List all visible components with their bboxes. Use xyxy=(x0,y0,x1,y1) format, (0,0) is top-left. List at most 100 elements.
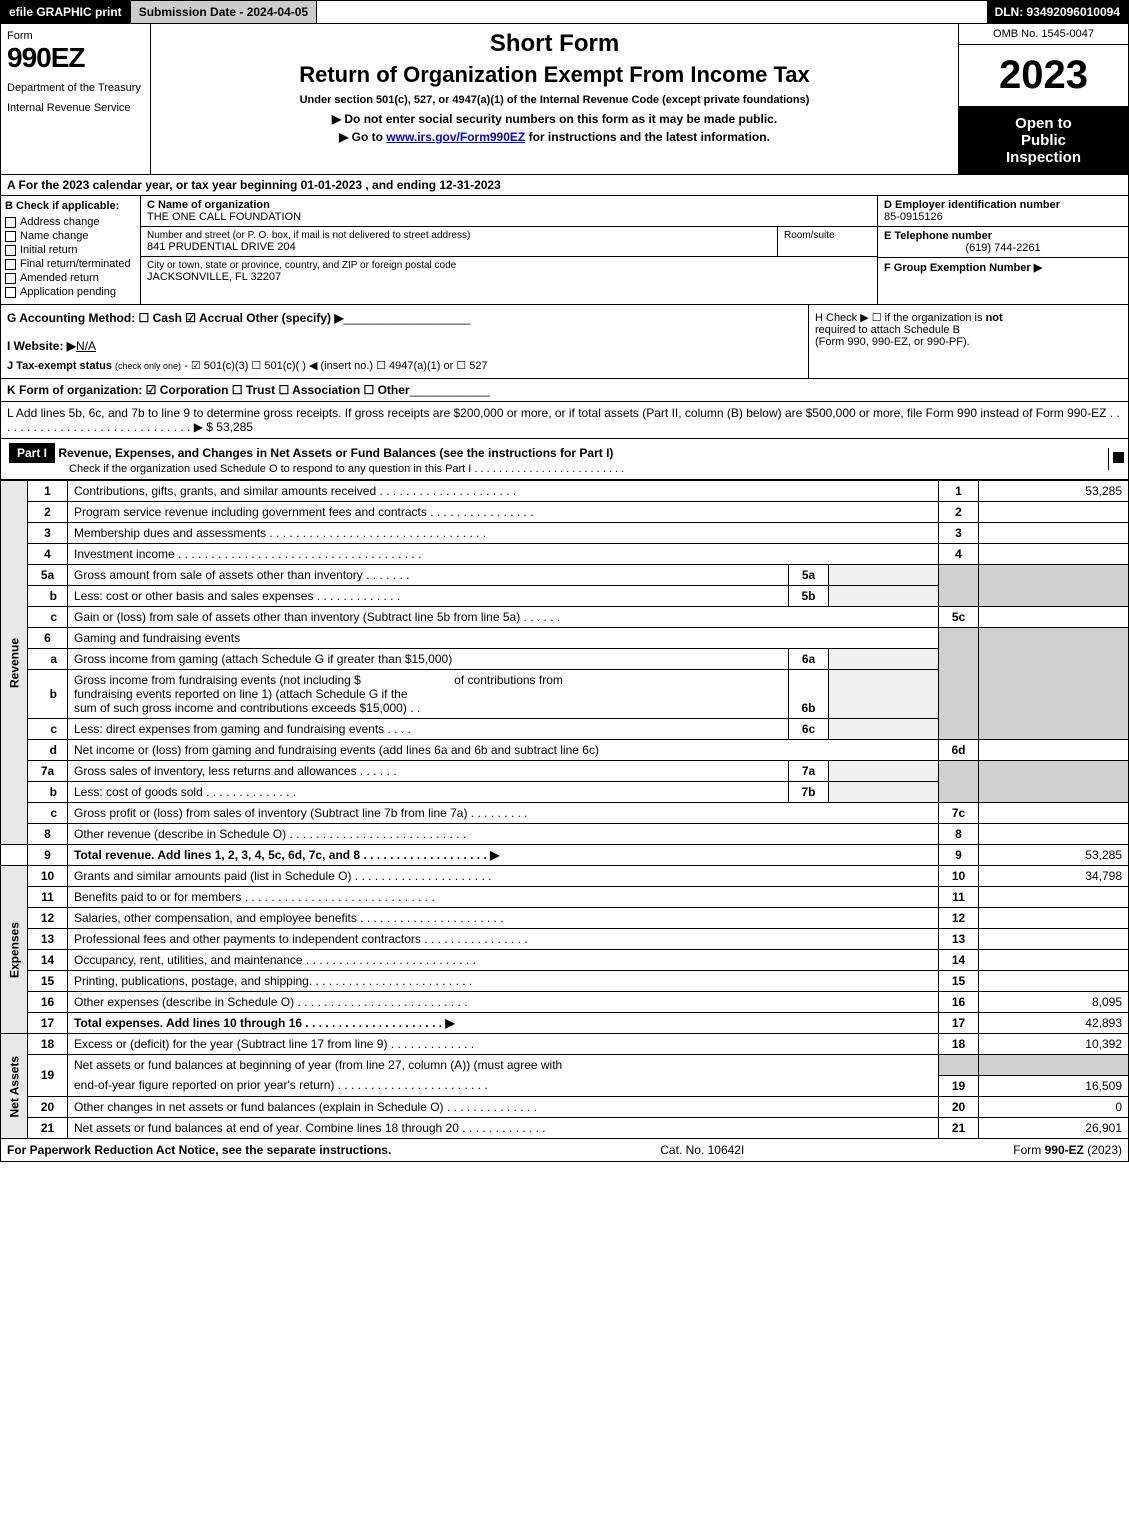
value xyxy=(979,971,1129,992)
section-b: B Check if applicable: Address change Na… xyxy=(1,196,141,304)
line-desc: Investment income . . . . . . . . . . . … xyxy=(68,544,939,565)
line-num: 1 xyxy=(28,481,68,502)
line-desc: Benefits paid to or for members . . . . … xyxy=(68,887,939,908)
ref: 18 xyxy=(939,1034,979,1055)
part-i-header-row: Part I Revenue, Expenses, and Changes in… xyxy=(0,439,1129,480)
table-row: d Net income or (loss) from gaming and f… xyxy=(1,740,1129,761)
line-num: 19 xyxy=(28,1055,68,1097)
ein-label: D Employer identification number xyxy=(884,199,1122,211)
table-row: 8 Other revenue (describe in Schedule O)… xyxy=(1,824,1129,845)
org-address-row: Number and street (or P. O. box, if mail… xyxy=(141,227,877,257)
line-desc: Occupancy, rent, utilities, and maintena… xyxy=(68,950,939,971)
open-line3: Inspection xyxy=(963,149,1124,166)
line-desc: Gross income from fundraising events (no… xyxy=(68,670,789,719)
line-desc: Grants and similar amounts paid (list in… xyxy=(68,866,939,887)
line-num: b xyxy=(28,782,68,803)
ref: 1 xyxy=(939,481,979,502)
website-value: N/A xyxy=(76,339,96,353)
dept-irs: Internal Revenue Service xyxy=(7,102,144,114)
top-bar: efile GRAPHIC print Submission Date - 20… xyxy=(0,0,1129,24)
section-g: G Accounting Method: ☐ Cash ☑ Accrual Ot… xyxy=(1,305,808,378)
underline: ____________ xyxy=(410,383,490,397)
line-num: 8 xyxy=(28,824,68,845)
return-title: Return of Organization Exempt From Incom… xyxy=(161,62,948,88)
dln: DLN: 93492096010094 xyxy=(987,1,1128,23)
value: 8,095 xyxy=(979,992,1129,1013)
line-num: 16 xyxy=(28,992,68,1013)
room-label: Room/suite xyxy=(784,230,877,241)
sub-value xyxy=(829,719,939,740)
line-num: 10 xyxy=(28,866,68,887)
ref: 11 xyxy=(939,887,979,908)
city-value: JACKSONVILLE, FL 32207 xyxy=(147,271,871,283)
line-num: 13 xyxy=(28,929,68,950)
chk-final-return: Final return/terminated xyxy=(5,258,136,270)
sub-value xyxy=(829,565,939,586)
checkbox-icon[interactable] xyxy=(5,217,16,228)
value xyxy=(979,908,1129,929)
ref: 21 xyxy=(939,1117,979,1138)
form-number: 990EZ xyxy=(7,42,144,74)
checkbox-icon[interactable] xyxy=(5,273,16,284)
line-desc: Gain or (loss) from sale of assets other… xyxy=(68,607,939,628)
gray-cell xyxy=(939,628,979,740)
ref: 6d xyxy=(939,740,979,761)
ref: 7c xyxy=(939,803,979,824)
line-desc: Other revenue (describe in Schedule O) .… xyxy=(68,824,939,845)
line-num: 2 xyxy=(28,502,68,523)
line-num: a xyxy=(28,649,68,670)
line-num: 20 xyxy=(28,1096,68,1117)
page-footer: For Paperwork Reduction Act Notice, see … xyxy=(0,1139,1129,1162)
efile-print[interactable]: efile GRAPHIC print xyxy=(1,1,131,23)
tax-exempt-opts: - ☑ 501(c)(3) ☐ 501(c)( ) ◀ (insert no.)… xyxy=(181,360,488,372)
line-desc: Gross sales of inventory, less returns a… xyxy=(68,761,789,782)
line-num: 11 xyxy=(28,887,68,908)
line-num: 18 xyxy=(28,1034,68,1055)
row-a-tax-year: A For the 2023 calendar year, or tax yea… xyxy=(0,175,1129,196)
phone-row: E Telephone number (619) 744-2261 xyxy=(878,227,1128,258)
line-desc: Net assets or fund balances at end of ye… xyxy=(68,1117,939,1138)
checkbox-icon[interactable] xyxy=(5,259,16,270)
table-row: 11 Benefits paid to or for members . . .… xyxy=(1,887,1129,908)
desc-pre: Gross income from fundraising events (no… xyxy=(74,673,361,687)
ref: 3 xyxy=(939,523,979,544)
checkbox-icon[interactable] xyxy=(5,231,16,242)
line-desc: Excess or (deficit) for the year (Subtra… xyxy=(68,1034,939,1055)
ssn-warning: ▶ Do not enter social security numbers o… xyxy=(161,112,948,126)
checkbox-icon[interactable] xyxy=(5,287,16,298)
sub-ref: 6a xyxy=(789,649,829,670)
sub-value xyxy=(829,649,939,670)
value xyxy=(979,607,1129,628)
h-not: not xyxy=(986,312,1003,324)
ref: 4 xyxy=(939,544,979,565)
open-line1: Open to xyxy=(963,115,1124,132)
line-desc: Other changes in net assets or fund bala… xyxy=(68,1096,939,1117)
chk-address-change: Address change xyxy=(5,216,136,228)
sub-value xyxy=(829,761,939,782)
line-desc: Total expenses. Add lines 10 through 16 … xyxy=(68,1013,939,1034)
gray-cell xyxy=(939,761,979,803)
underline: ___________________ xyxy=(344,311,471,325)
table-row: c Gain or (loss) from sale of assets oth… xyxy=(1,607,1129,628)
value: 34,798 xyxy=(979,866,1129,887)
checkbox-icon[interactable] xyxy=(5,245,16,256)
tax-exempt-sub: (check only one) xyxy=(115,361,181,371)
line-desc: Other expenses (describe in Schedule O) … xyxy=(68,992,939,1013)
cat-no: Cat. No. 10642I xyxy=(660,1143,744,1157)
sub-value xyxy=(829,782,939,803)
table-row: 14 Occupancy, rent, utilities, and maint… xyxy=(1,950,1129,971)
part-i-title-cell: Part I Revenue, Expenses, and Changes in… xyxy=(1,439,1108,479)
ref: 10 xyxy=(939,866,979,887)
ref: 17 xyxy=(939,1013,979,1034)
ref: 13 xyxy=(939,929,979,950)
table-row: Expenses 10 Grants and similar amounts p… xyxy=(1,866,1129,887)
irs-link[interactable]: www.irs.gov/Form990EZ xyxy=(386,130,525,144)
line-num: c xyxy=(28,607,68,628)
line-desc: Net assets or fund balances at beginning… xyxy=(68,1055,939,1076)
line-num: 9 xyxy=(28,845,68,866)
line-desc: Printing, publications, postage, and shi… xyxy=(68,971,939,992)
line-desc: Salaries, other compensation, and employ… xyxy=(68,908,939,929)
line-desc: Less: direct expenses from gaming and fu… xyxy=(68,719,789,740)
org-name-label: C Name of organization xyxy=(147,199,871,211)
line-desc: Less: cost or other basis and sales expe… xyxy=(68,586,789,607)
